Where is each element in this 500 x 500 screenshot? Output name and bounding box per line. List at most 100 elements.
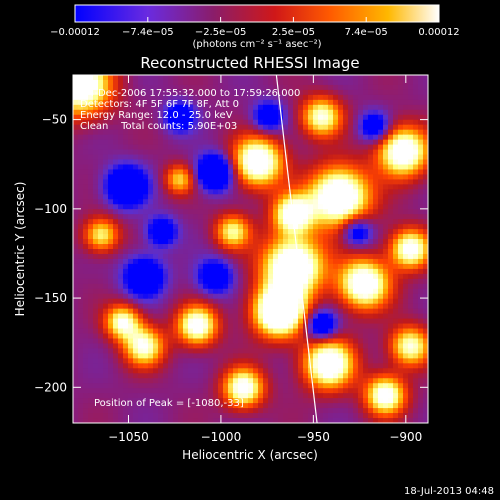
heatmap-cell: [98, 273, 104, 280]
heatmap-cell: [373, 134, 379, 141]
heatmap-cell: [338, 318, 344, 325]
heatmap-cell: [338, 328, 344, 335]
heatmap-cell: [238, 388, 244, 394]
heatmap-cell: [113, 333, 119, 340]
heatmap-cell: [363, 358, 369, 364]
heatmap-cell: [153, 278, 159, 285]
heatmap-cell: [283, 129, 289, 136]
heatmap-cell: [218, 99, 224, 106]
heatmap-cell: [88, 263, 94, 270]
heatmap-cell: [308, 174, 314, 180]
heatmap-cell: [203, 338, 209, 345]
heatmap-cell: [348, 124, 354, 131]
heatmap-cell: [418, 89, 424, 96]
heatmap-cell: [263, 278, 269, 285]
heatmap-cell: [183, 174, 189, 180]
heatmap-cell: [168, 333, 174, 340]
heatmap-cell: [153, 398, 159, 404]
heatmap-cell: [413, 239, 419, 245]
heatmap-cell: [83, 124, 89, 131]
heatmap-cell: [233, 393, 239, 399]
heatmap-cell: [353, 164, 359, 171]
heatmap-cell: [163, 278, 169, 285]
heatmap-cell: [413, 373, 419, 379]
heatmap-cell: [373, 144, 379, 151]
heatmap-cell: [413, 164, 419, 171]
heatmap-cell: [128, 268, 134, 275]
heatmap-cell: [313, 273, 319, 280]
heatmap-cell: [208, 348, 214, 354]
heatmap-cell: [223, 413, 229, 419]
heatmap-cell: [113, 154, 119, 161]
heatmap-cell: [368, 129, 374, 136]
heatmap-cell: [138, 244, 144, 250]
heatmap-cell: [418, 134, 424, 141]
heatmap-cell: [93, 119, 99, 126]
heatmap-cell: [178, 253, 184, 260]
heatmap-cell: [193, 263, 199, 270]
heatmap-cell: [278, 154, 284, 161]
heatmap-cell: [168, 189, 174, 195]
heatmap-cell: [273, 398, 279, 404]
heatmap-cell: [363, 303, 369, 310]
heatmap-cell: [208, 288, 214, 295]
heatmap-cell: [403, 323, 409, 330]
heatmap-cell: [353, 99, 359, 106]
heatmap-cell: [233, 179, 239, 185]
heatmap-cell: [163, 368, 169, 374]
heatmap-cell: [148, 189, 154, 195]
heatmap-cell: [278, 338, 284, 345]
heatmap-cell: [103, 189, 109, 195]
heatmap-cell: [258, 418, 264, 423]
heatmap-cell: [158, 84, 164, 91]
heatmap-cell: [283, 84, 289, 91]
heatmap-cell: [253, 378, 259, 384]
heatmap-cell: [298, 308, 304, 315]
heatmap-cell: [343, 378, 349, 384]
heatmap-cell: [73, 89, 79, 96]
heatmap-cell: [223, 418, 229, 423]
heatmap-cell: [258, 278, 264, 285]
heatmap-cell: [193, 204, 199, 210]
heatmap-cell: [73, 214, 79, 220]
heatmap-cell: [218, 273, 224, 280]
heatmap-cell: [388, 79, 394, 86]
heatmap-cell: [113, 298, 119, 305]
heatmap-cell: [138, 99, 144, 106]
heatmap-cell: [263, 189, 269, 195]
heatmap-cell: [338, 288, 344, 295]
heatmap-cell: [288, 398, 294, 404]
heatmap-cell: [73, 139, 79, 146]
heatmap-cell: [213, 298, 219, 305]
heatmap-cell: [388, 224, 394, 230]
heatmap-cell: [173, 333, 179, 340]
heatmap-cell: [78, 75, 84, 81]
heatmap-cell: [158, 144, 164, 151]
heatmap-cell: [383, 363, 389, 369]
heatmap-cell: [108, 338, 114, 345]
heatmap-cell: [263, 393, 269, 399]
heatmap-cell: [338, 234, 344, 240]
heatmap-cell: [288, 204, 294, 210]
heatmap-cell: [153, 368, 159, 374]
heatmap-cell: [183, 104, 189, 111]
heatmap-cell: [278, 343, 284, 350]
heatmap-cell: [203, 308, 209, 315]
heatmap-cell: [328, 368, 334, 374]
heatmap-cell: [108, 134, 114, 141]
heatmap-cell: [333, 348, 339, 354]
heatmap-cell: [418, 119, 424, 126]
heatmap-cell: [83, 189, 89, 195]
heatmap-cell: [288, 348, 294, 354]
heatmap-cell: [308, 209, 314, 215]
heatmap-cell: [108, 273, 114, 280]
heatmap-cell: [168, 149, 174, 156]
heatmap-cell: [308, 249, 314, 255]
heatmap-cell: [78, 209, 84, 215]
heatmap-cell: [203, 398, 209, 404]
heatmap-cell: [333, 124, 339, 131]
heatmap-cell: [138, 189, 144, 195]
heatmap-cell: [238, 318, 244, 325]
heatmap-cell: [263, 109, 269, 116]
heatmap-cell: [168, 293, 174, 300]
